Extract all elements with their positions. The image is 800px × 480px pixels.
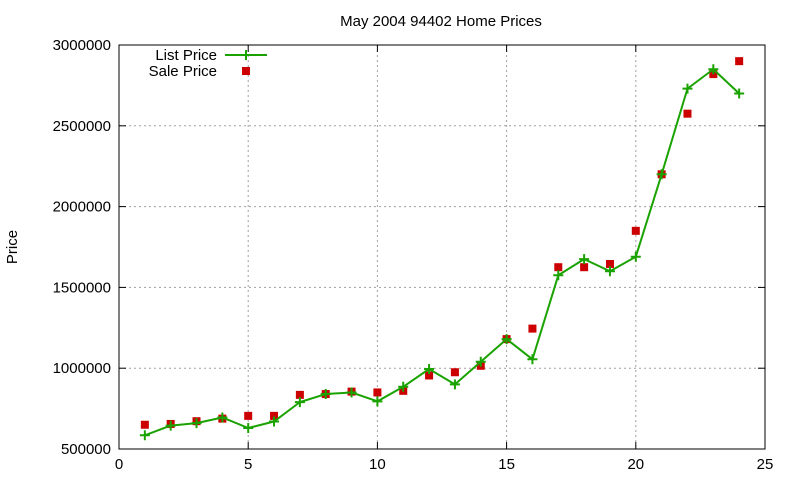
chart-title: May 2004 94402 Home Prices: [340, 13, 542, 30]
sale-price-point: [580, 263, 589, 272]
list-price-point: [682, 83, 693, 94]
legend-label-sale-price: Sale Price: [149, 63, 217, 80]
list-price-point: [579, 254, 590, 265]
grid-lines: [119, 45, 765, 449]
list-price-point: [165, 420, 176, 431]
sale-price-point: [140, 420, 149, 429]
y-tick-label: 1500000: [53, 279, 111, 296]
list-price-point: [424, 364, 435, 375]
x-tick-label: 10: [369, 456, 386, 473]
list-price-point: [604, 266, 615, 277]
list-price-point: [553, 270, 564, 281]
list-price-point: [217, 412, 228, 423]
plot-frame: [118, 44, 766, 450]
x-tick-label: 5: [244, 456, 252, 473]
list-price-point: [527, 354, 538, 365]
y-tick-label: 1000000: [53, 360, 111, 377]
sale-price-point: [683, 109, 692, 118]
sale-price-point: [425, 371, 434, 380]
y-tick-label: 2000000: [53, 199, 111, 216]
list-price-point: [372, 396, 383, 407]
list-price-point: [346, 387, 357, 398]
sale-price-point: [270, 411, 279, 420]
list-price-line: [144, 68, 740, 437]
legend-marker-list-price: [241, 50, 251, 60]
list-price-point: [269, 416, 280, 427]
axis-ticks: 0 5 10 15 20 25 500000 1000000 1500000 2000000 250…: [53, 37, 774, 473]
y-axis-label: Price: [4, 230, 21, 264]
sale-price-point: [605, 259, 614, 268]
list-price-point: [139, 430, 150, 441]
list-price-point: [398, 381, 409, 392]
sale-price-point: [631, 226, 640, 235]
list-price-point: [475, 356, 486, 367]
y-tick-label: 500000: [61, 441, 111, 458]
list-price-point: [320, 389, 331, 400]
x-tick-label: 20: [627, 456, 644, 473]
list-price-point: [294, 397, 305, 408]
y-tick-label: 2500000: [53, 118, 111, 135]
list-price-point: [656, 169, 667, 180]
legend-marker-sale-price: [242, 67, 250, 75]
list-price-point: [708, 64, 719, 75]
x-tick-label: 15: [498, 456, 515, 473]
sale-price-point: [295, 390, 304, 399]
list-price-point: [501, 334, 512, 345]
list-price-point: [191, 418, 202, 429]
list-price-point: [449, 379, 460, 390]
y-tick-label: 3000000: [53, 37, 111, 54]
list-price-point: [630, 251, 641, 262]
sale-price-point: [373, 388, 382, 397]
data-series: [139, 57, 745, 441]
sale-price-point: [735, 57, 744, 66]
list-price-point: [734, 88, 745, 99]
legend-label-list-price: List Price: [155, 47, 217, 64]
sale-price-point: [244, 411, 253, 420]
sale-price-point: [528, 324, 537, 333]
sale-price-point: [450, 368, 459, 377]
sale-price-point: [554, 263, 563, 272]
legend: List Price Sale Price: [149, 47, 267, 80]
list-price-point: [243, 422, 254, 433]
x-tick-label: 25: [757, 456, 774, 473]
x-tick-label: 0: [115, 456, 123, 473]
